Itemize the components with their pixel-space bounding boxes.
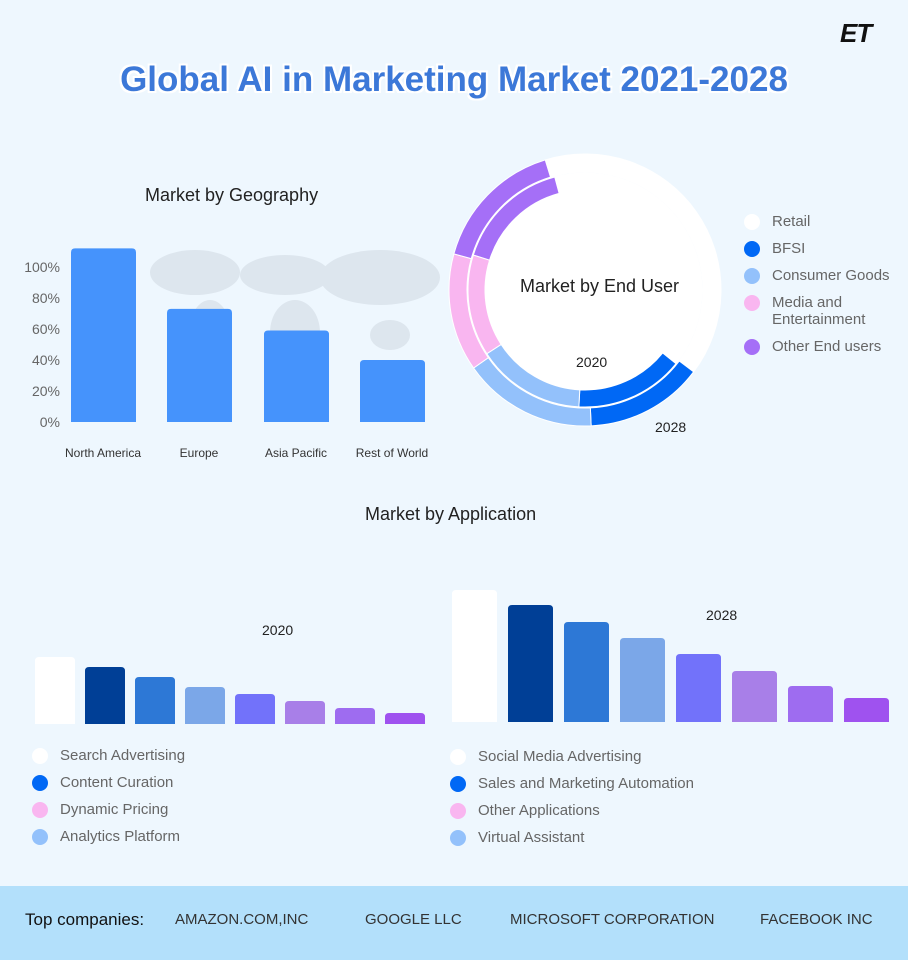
legend-label: BFSI xyxy=(772,240,806,257)
x-tick-label: North America xyxy=(64,446,142,460)
legend-dot-icon xyxy=(450,749,466,765)
donut-segment-2020-4 xyxy=(472,176,560,261)
legend-dot-icon xyxy=(450,776,466,792)
geo-bar-europe xyxy=(167,308,232,422)
app-bar-2028-4 xyxy=(676,654,721,722)
y-tick-label: 60% xyxy=(31,321,60,337)
footer-bar xyxy=(0,886,908,960)
app-bar-2020-5 xyxy=(285,701,325,724)
company-google: GOOGLE LLC xyxy=(365,911,462,928)
legend-item: Other Applications xyxy=(450,802,694,819)
donut-inner-label: 2020 xyxy=(576,354,608,370)
legend-dot-icon xyxy=(744,214,760,230)
donut-center xyxy=(485,190,685,390)
y-tick-label: 20% xyxy=(31,383,60,399)
legend-label: Sales and Marketing Automation xyxy=(478,775,694,792)
app-bar-2028-0 xyxy=(452,590,497,722)
legend-label: Retail xyxy=(772,213,811,230)
y-tick-label: 80% xyxy=(31,290,60,306)
legend-label: Other End users xyxy=(772,338,882,355)
end-user-legend: Retail BFSI Consumer Goods Media and Entert… xyxy=(744,213,904,365)
x-tick-label: Rest of World xyxy=(355,446,429,460)
legend-label: Search Advertising xyxy=(60,747,186,764)
y-tick-label: 40% xyxy=(31,352,60,368)
top-companies-label: Top companies: xyxy=(25,910,145,929)
legend-item: Other End users xyxy=(744,338,904,355)
legend-label: Virtual Assistant xyxy=(478,829,585,846)
app-bar-2028-3 xyxy=(620,638,665,722)
legend-dot-icon xyxy=(32,748,48,764)
app-bar-2020-4 xyxy=(235,694,275,724)
app-bar-2020-0 xyxy=(35,657,75,724)
legend-dot-icon xyxy=(744,268,760,284)
et-logo: ET xyxy=(840,18,872,48)
legend-dot-icon xyxy=(450,803,466,819)
company-amazon: AMAZON.COM,INC xyxy=(175,911,309,928)
legend-item: Virtual Assistant xyxy=(450,829,694,846)
legend-item: Dynamic Pricing xyxy=(32,801,185,818)
company-facebook: FACEBOOK INC xyxy=(760,911,873,928)
app-2020-label: 2020 xyxy=(262,622,294,638)
app-bar-2020-2 xyxy=(135,677,175,724)
legend-dot-icon xyxy=(32,829,48,845)
legend-dot-icon xyxy=(450,830,466,846)
donut-outer-label: 2028 xyxy=(655,419,687,435)
legend-dot-icon xyxy=(32,802,48,818)
legend-item: Social Media Advertising xyxy=(450,748,694,765)
end-user-chart-title: Market by End User xyxy=(520,276,680,296)
geo-bar-rest-of-world xyxy=(360,360,425,422)
app-bar-2020-7 xyxy=(385,713,425,724)
legend-label: Consumer Goods xyxy=(772,267,890,284)
legend-dot-icon xyxy=(744,241,760,257)
page-title: Global AI in Marketing Market 2021-2028 xyxy=(120,60,788,99)
company-microsoft: MICROSOFT CORPORATION xyxy=(510,911,715,928)
application-legend-left: Search Advertising Content Curation Dynami… xyxy=(32,747,185,855)
y-tick-label: 100% xyxy=(24,259,60,275)
legend-item: Analytics Platform xyxy=(32,828,185,845)
legend-item: Content Curation xyxy=(32,774,185,791)
legend-item: Search Advertising xyxy=(32,747,185,764)
app-bar-2028-5 xyxy=(732,671,777,722)
legend-item: Media and Entertainment xyxy=(744,294,904,328)
legend-item: Retail xyxy=(744,213,904,230)
legend-label: Analytics Platform xyxy=(60,828,181,845)
legend-dot-icon xyxy=(32,775,48,791)
legend-label: Dynamic Pricing xyxy=(60,801,169,818)
app-bar-2020-1 xyxy=(85,667,125,724)
legend-dot-icon xyxy=(744,295,760,311)
app-bar-2028-1 xyxy=(508,605,553,722)
legend-label: Content Curation xyxy=(60,774,174,791)
app-bar-2028-2 xyxy=(564,622,609,722)
legend-item: Sales and Marketing Automation xyxy=(450,775,694,792)
legend-label: Social Media Advertising xyxy=(478,748,642,765)
app-bar-2020-6 xyxy=(335,708,375,724)
x-tick-label: Asia Pacific xyxy=(264,446,328,460)
application-chart-title: Market by Application xyxy=(365,504,537,524)
app-bar-2028-7 xyxy=(844,698,889,722)
legend-dot-icon xyxy=(744,339,760,355)
legend-item: BFSI xyxy=(744,240,904,257)
geo-bar-north-america xyxy=(71,248,136,422)
app-2028-label: 2028 xyxy=(706,607,738,623)
donut-segment-2028-4 xyxy=(453,159,552,260)
legend-item: Consumer Goods xyxy=(744,267,904,284)
app-bar-2028-6 xyxy=(788,686,833,722)
legend-label: Other Applications xyxy=(478,802,600,819)
application-legend-right: Social Media Advertising Sales and Market… xyxy=(450,748,694,856)
geography-chart-title: Market by Geography xyxy=(145,185,319,205)
geo-bar-asia-pacific xyxy=(264,330,329,422)
x-tick-label: Europe xyxy=(179,446,219,460)
y-tick-label: 0% xyxy=(39,414,60,430)
app-bar-2020-3 xyxy=(185,687,225,724)
legend-label: Media and Entertainment xyxy=(772,294,866,328)
